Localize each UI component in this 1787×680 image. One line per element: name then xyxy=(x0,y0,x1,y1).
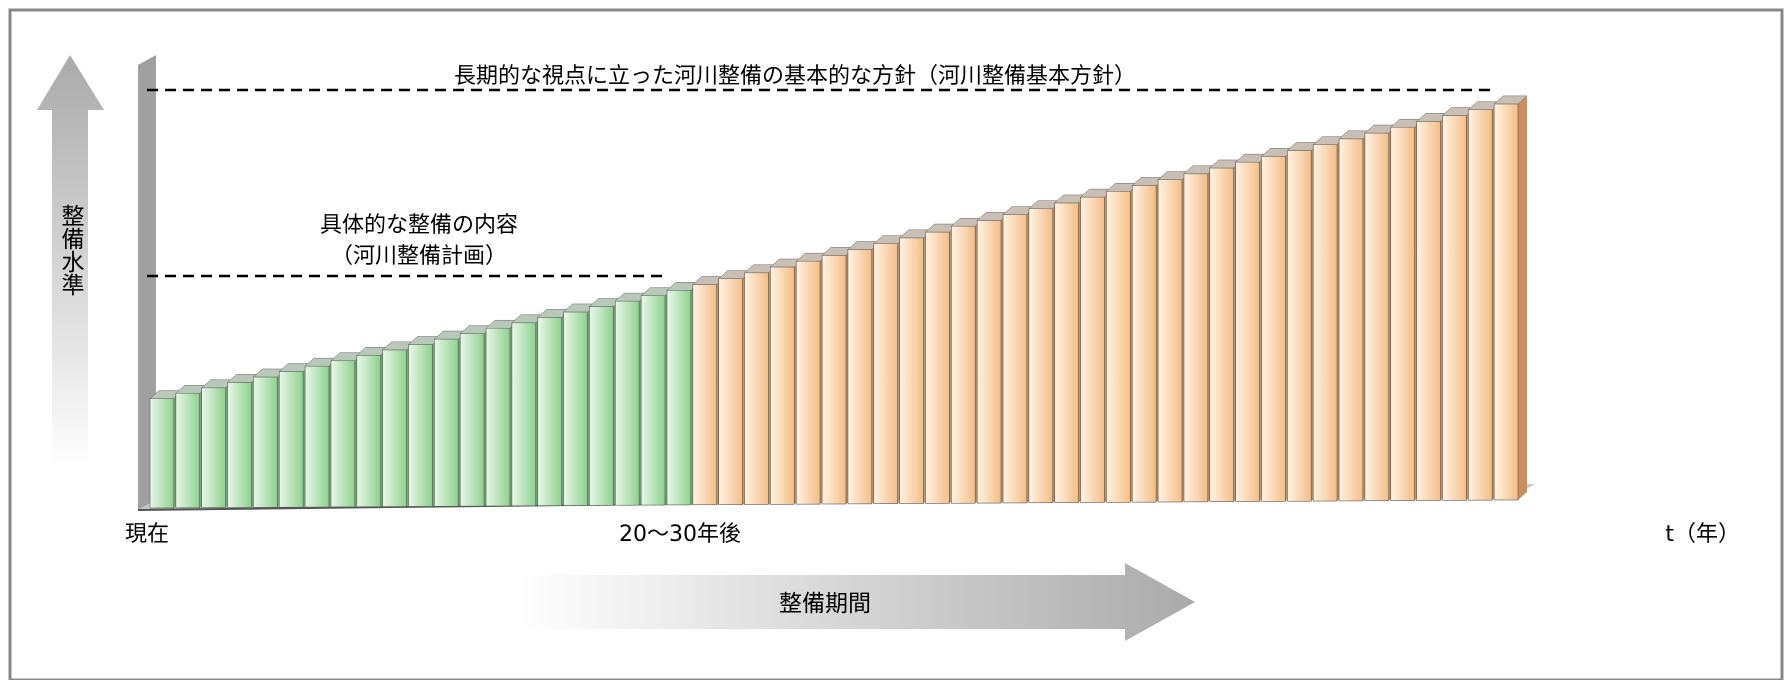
bar-plan-period xyxy=(614,300,640,506)
bar-long-term xyxy=(1390,126,1415,501)
bar-long-term xyxy=(718,278,743,505)
x-tick-t-year: t（年） xyxy=(1665,522,1740,547)
bar-plan-period xyxy=(666,289,692,506)
y-axis-label: 整備水準 xyxy=(57,204,85,296)
bar-side xyxy=(1518,95,1527,500)
bar-long-term xyxy=(976,220,1002,504)
policy-annotation: 長期的な視点に立った河川整備の基本的な方針（河川整備基本方針） xyxy=(454,64,1136,89)
bar-long-term xyxy=(1261,156,1286,502)
bar-plan-period xyxy=(382,349,407,507)
bar-series-group xyxy=(149,95,1528,509)
bar-plan-period xyxy=(408,344,433,507)
bar-plan-period xyxy=(485,327,511,507)
bar-plan-period xyxy=(253,376,278,508)
bar-plan-period xyxy=(537,317,562,506)
bar-long-term xyxy=(899,237,924,504)
bar-long-term xyxy=(1235,161,1260,502)
bar-long-term xyxy=(1287,150,1312,502)
bar-long-term xyxy=(1364,132,1390,502)
bar-plan-period xyxy=(589,306,614,506)
bar-long-term xyxy=(1054,202,1079,503)
bar-top xyxy=(1493,95,1528,105)
bar-long-term xyxy=(1183,173,1209,503)
bar-plan-period xyxy=(563,311,588,506)
x-tick-20-30-years: 20～30年後 xyxy=(619,522,741,547)
bar-long-term xyxy=(692,284,717,506)
bar-long-term xyxy=(744,272,769,505)
back-wall xyxy=(138,55,156,510)
bar-long-term xyxy=(1080,196,1105,503)
bar-plan-period xyxy=(175,392,200,509)
x-axis-label: 整備期間 xyxy=(779,591,871,617)
outer-border xyxy=(8,8,1784,680)
bar-long-term xyxy=(821,255,847,505)
bar-long-term xyxy=(1442,115,1467,501)
x-tick-now: 現在 xyxy=(125,522,169,547)
bar-plan-period xyxy=(640,295,666,506)
plan-annotation-line2: （河川整備計画） xyxy=(331,244,507,269)
bar-long-term xyxy=(795,260,821,505)
bar-long-term xyxy=(1131,185,1157,503)
bar-long-term xyxy=(873,243,898,504)
bar-long-term xyxy=(1312,144,1338,502)
bar-plan-period xyxy=(356,354,381,508)
bar-plan-period xyxy=(227,382,252,508)
bar-plan-period xyxy=(434,338,459,507)
plan-annotation-line1: 具体的な整備の内容 xyxy=(320,213,518,238)
bar-plan-period xyxy=(278,371,304,508)
bar-long-term xyxy=(1002,214,1028,504)
bar-plan-period xyxy=(511,322,537,507)
bar-long-term xyxy=(925,231,950,504)
y-axis-arrow xyxy=(37,55,104,470)
bar-plan-period xyxy=(201,387,226,508)
bar-long-term xyxy=(1106,190,1131,503)
bar-long-term xyxy=(770,266,795,505)
bar-long-term xyxy=(1468,109,1493,501)
bar-long-term xyxy=(1493,103,1519,501)
bar-long-term xyxy=(1209,167,1234,502)
bar-long-term xyxy=(847,249,873,505)
bar-long-term xyxy=(951,225,976,504)
bar-plan-period xyxy=(304,365,330,508)
bar-plan-period xyxy=(330,360,356,508)
bar-plan-period xyxy=(459,333,485,507)
bar-long-term xyxy=(1028,208,1054,504)
bar-long-term xyxy=(1416,121,1441,501)
bar-long-term xyxy=(1157,179,1183,503)
bar-plan-period xyxy=(149,398,175,509)
bar-long-term xyxy=(1338,138,1364,502)
x-axis-arrow xyxy=(520,563,1195,641)
